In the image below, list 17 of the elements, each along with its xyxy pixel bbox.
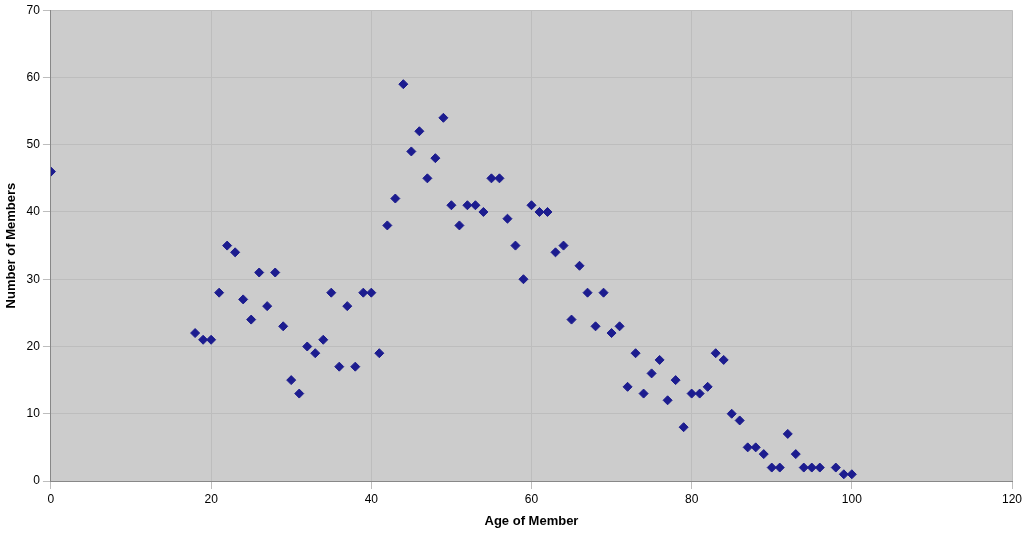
x-tick-label: 60 [524,491,539,506]
y-tick-label: 10 [26,406,41,421]
y-tick-label: 20 [26,338,41,353]
x-tick-label: 20 [204,491,219,506]
x-tick-label: 0 [47,491,55,506]
y-tick-label: 0 [33,473,41,488]
y-tick-label: 70 [26,2,41,17]
y-axis-title: Number of Members [3,182,19,309]
x-tick-label: 100 [841,491,863,506]
y-tick-label: 40 [26,204,41,219]
y-tick-label: 30 [26,271,41,286]
x-axis-title: Age of Member [484,512,579,528]
x-tick-label: 120 [1001,491,1023,506]
y-tick-label: 60 [26,69,41,84]
y-tick-label: 50 [26,137,41,152]
x-tick-label: 40 [364,491,379,506]
x-tick-label: 80 [684,491,699,506]
